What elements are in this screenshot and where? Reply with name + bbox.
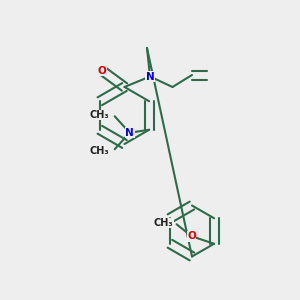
Text: O: O [187, 231, 196, 241]
Text: CH₃: CH₃ [89, 146, 109, 156]
Text: CH₃: CH₃ [89, 110, 109, 120]
Text: O: O [98, 65, 106, 76]
Text: N: N [146, 71, 154, 82]
Text: N: N [125, 128, 134, 138]
Text: CH₃: CH₃ [154, 218, 174, 228]
